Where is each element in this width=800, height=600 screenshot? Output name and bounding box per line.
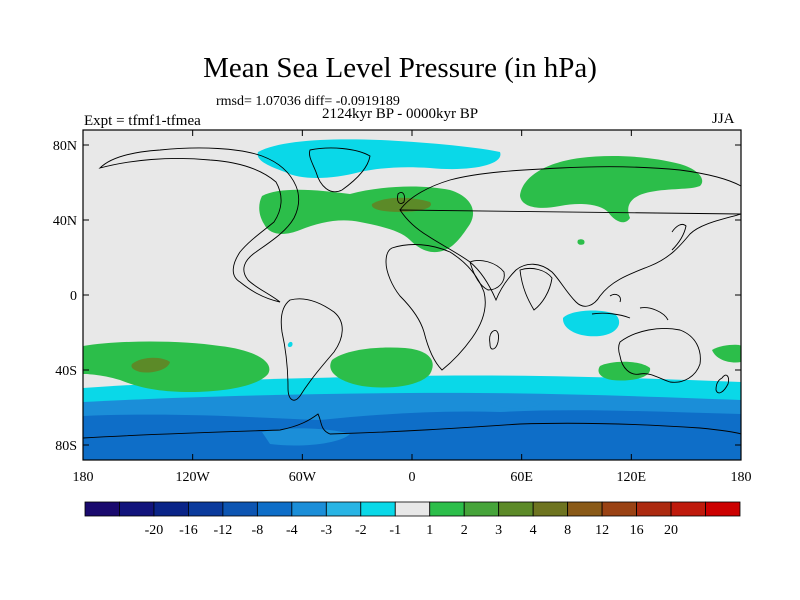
colorbar-swatch bbox=[119, 501, 155, 517]
colorbar-swatch bbox=[84, 501, 120, 517]
colorbar bbox=[84, 501, 741, 517]
colorbar-swatch bbox=[188, 501, 224, 517]
colorbar-swatch bbox=[291, 501, 327, 517]
siberia-positive-anomaly bbox=[520, 156, 703, 223]
colorbar-label: 2 bbox=[461, 523, 468, 538]
colorbar-swatch bbox=[256, 501, 293, 517]
lat-tick-label: 80N bbox=[53, 139, 77, 154]
south-pacific-positive-anomaly bbox=[83, 341, 270, 392]
lat-tick-label: 40S bbox=[55, 364, 77, 379]
axis-ticks bbox=[82, 130, 742, 460]
australia-south-positive-anomaly bbox=[598, 361, 651, 381]
map-title: Mean Sea Level Pressure (in hPa) bbox=[203, 52, 597, 84]
lon-tick-label: 120E bbox=[617, 470, 647, 485]
colorbar-swatch bbox=[532, 501, 569, 517]
colorbar-label: 1 bbox=[426, 523, 433, 538]
experiment-label: Expt = tfmf1-tfmea bbox=[84, 113, 201, 129]
lon-tick-label: 60E bbox=[510, 470, 533, 485]
colorbar-label: -4 bbox=[286, 523, 298, 538]
colorbar-swatch bbox=[636, 501, 672, 517]
lon-tick-label: 0 bbox=[409, 470, 416, 485]
south-atlantic-positive-anomaly bbox=[330, 347, 433, 388]
colorbar-swatch bbox=[325, 501, 362, 517]
latitude-axis: 80N 40N 0 40S 80S bbox=[53, 139, 77, 454]
europe-peak-anomaly bbox=[371, 197, 431, 212]
colorbar-label: 20 bbox=[664, 523, 678, 538]
antarctic-strong-negative-anomaly bbox=[83, 410, 741, 460]
colorbar-label: 4 bbox=[530, 523, 537, 538]
colorbar-swatch bbox=[567, 501, 603, 517]
season-label: JJA bbox=[712, 111, 735, 127]
asia-small-positive-anomaly bbox=[577, 239, 585, 245]
colorbar-label: -20 bbox=[145, 523, 164, 538]
colorbar-swatch bbox=[670, 501, 706, 517]
colorbar-swatch bbox=[498, 501, 534, 517]
lon-tick-label: 120W bbox=[176, 470, 211, 485]
colorbar-swatch bbox=[222, 501, 258, 517]
longitude-axis: 180 120W 60W 0 60E 120E 180 bbox=[73, 470, 752, 485]
map-plot-area bbox=[83, 130, 741, 460]
statistics-label: rmsd= 1.07036 diff= -0.0919189 bbox=[216, 94, 400, 109]
colorbar-label: -1 bbox=[389, 523, 401, 538]
colorbar-label: -16 bbox=[179, 523, 198, 538]
indian-ocean-negative-anomaly bbox=[562, 310, 620, 337]
colorbar-swatch bbox=[429, 501, 465, 517]
colorbar-swatch bbox=[463, 501, 500, 517]
colorbar-label: -3 bbox=[320, 523, 332, 538]
colorbar-swatch bbox=[705, 501, 741, 517]
colorbar-label: 16 bbox=[630, 523, 644, 538]
colorbar-swatch bbox=[601, 501, 637, 517]
colorbar-label: 3 bbox=[495, 523, 502, 538]
coastlines bbox=[83, 147, 741, 439]
colorbar-labels: -20 -16 -12 -8 -4 -3 -2 -1 1 2 3 4 8 12 16 20 bbox=[145, 523, 678, 538]
period-label: 2124kyr BP - 0000kyr BP bbox=[322, 106, 479, 122]
andes-small-negative-anomaly bbox=[287, 341, 293, 348]
south-indian-moderate-anomaly bbox=[490, 399, 540, 409]
colorbar-swatch bbox=[394, 501, 431, 517]
colorbar-label: 12 bbox=[595, 523, 609, 538]
lat-tick-label: 80S bbox=[55, 439, 77, 454]
lon-tick-label: 180 bbox=[73, 470, 94, 485]
colorbar-label: 8 bbox=[564, 523, 571, 538]
colorbar-label: -12 bbox=[214, 523, 233, 538]
lon-tick-label: 180 bbox=[731, 470, 752, 485]
lon-tick-label: 60W bbox=[289, 470, 317, 485]
south-pacific-peak-anomaly bbox=[131, 357, 170, 373]
colorbar-label: -8 bbox=[252, 523, 264, 538]
lat-tick-label: 0 bbox=[70, 289, 77, 304]
colorbar-swatch bbox=[360, 501, 396, 517]
lat-tick-label: 40N bbox=[53, 214, 77, 229]
tasman-positive-anomaly bbox=[712, 344, 741, 363]
colorbar-label: -2 bbox=[355, 523, 367, 538]
colorbar-swatch bbox=[153, 501, 189, 517]
